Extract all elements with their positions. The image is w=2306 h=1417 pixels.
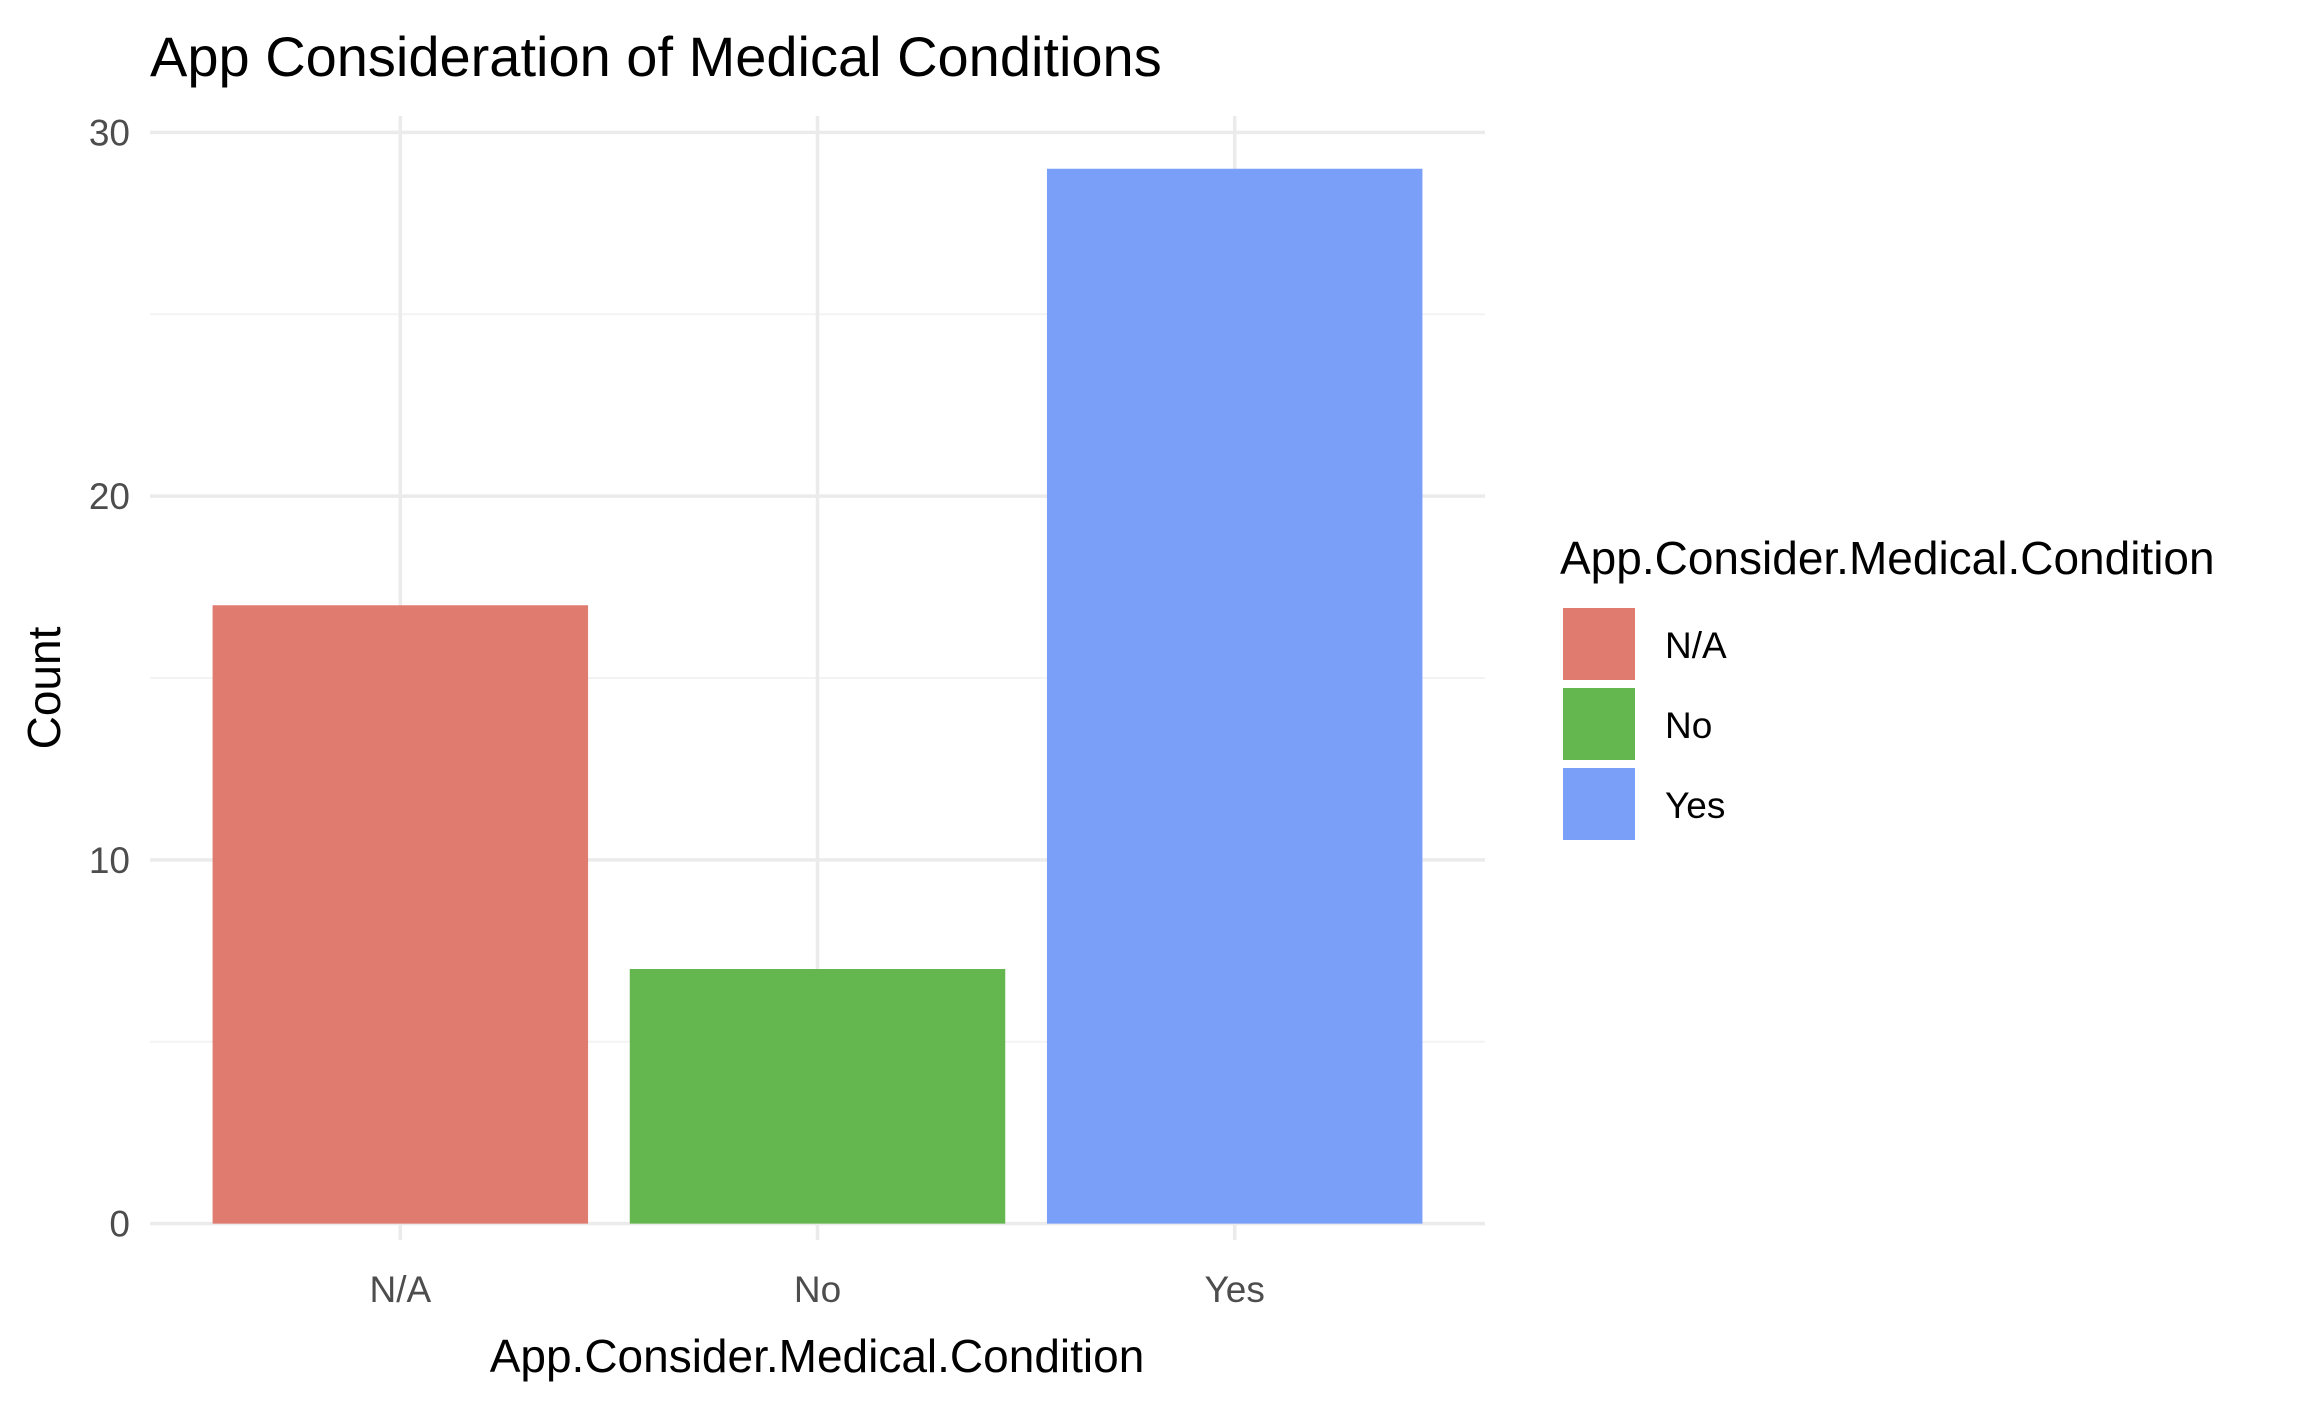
legend-key [1563,768,1635,840]
legend-key [1563,688,1635,760]
y-tick-label: 30 [89,112,130,153]
y-axis-ticks: 0 10 20 30 [89,112,130,1244]
legend-label: No [1665,705,1712,746]
legend-label: N/A [1665,625,1727,666]
x-axis-label: App.Consider.Medical.Condition [490,1330,1145,1382]
legend-label: Yes [1665,785,1725,826]
y-tick-label: 20 [89,476,130,517]
legend-title: App.Consider.Medical.Condition [1560,532,2215,584]
x-tick-label: N/A [369,1269,431,1310]
legend-entries: N/A No Yes [1563,608,1727,840]
bar-1 [212,605,589,1224]
bars [212,168,1423,1224]
x-axis-ticks: N/A No Yes [369,1269,1264,1310]
legend-key [1563,608,1635,680]
y-axis-label: Count [18,626,70,749]
bar-3 [1046,168,1423,1224]
legend: App.Consider.Medical.Condition N/A No Yes [1560,532,2215,840]
x-tick-label: No [794,1269,841,1310]
x-tick-label: Yes [1205,1269,1265,1310]
bar-2 [629,969,1006,1224]
chart-title: App Consideration of Medical Conditions [150,25,1162,88]
y-tick-label: 10 [89,840,130,881]
y-tick-label: 0 [109,1204,130,1245]
